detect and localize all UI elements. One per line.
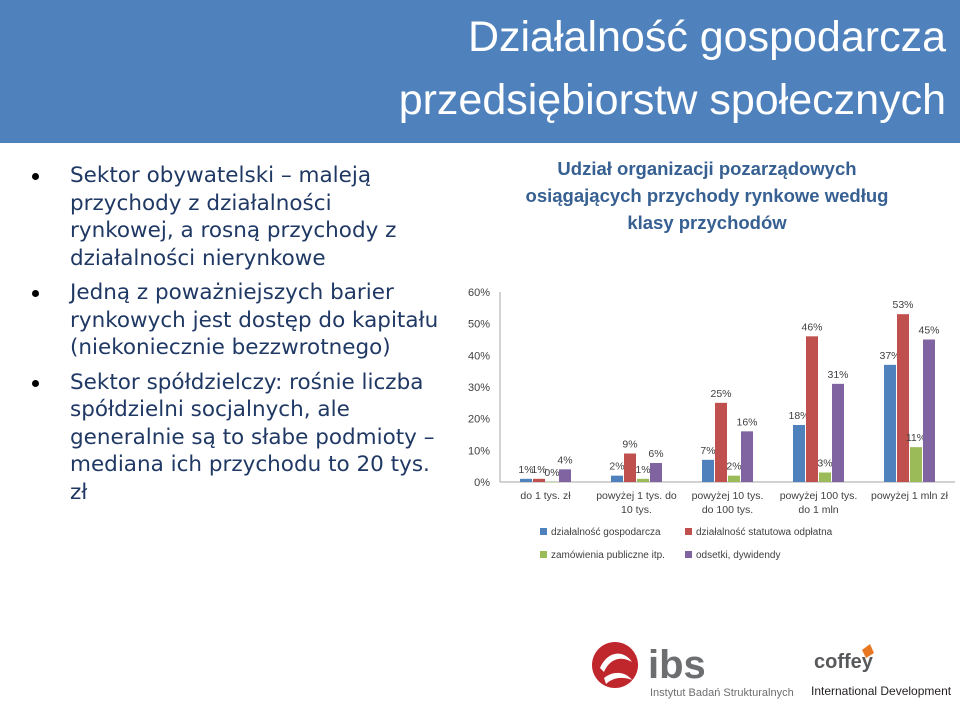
data-label: 25% xyxy=(710,388,731,400)
ibs-logo: ibs Instytut Badań Strukturalnych xyxy=(592,642,794,699)
bullet-dot-icon xyxy=(32,290,39,297)
bar xyxy=(897,314,909,482)
bar xyxy=(884,364,896,482)
x-tick-label: powyżej 1 tys. do xyxy=(596,490,677,502)
legend-swatch xyxy=(540,528,547,535)
legend-label: zamówienia publiczne itp. xyxy=(551,550,665,561)
data-label: 11% xyxy=(906,432,926,444)
bullet-dot-icon xyxy=(32,379,39,387)
x-tick-label: 10 tys. xyxy=(621,504,652,516)
y-tick-label: 50% xyxy=(468,319,490,331)
data-label: 4% xyxy=(557,454,572,466)
data-label: 3% xyxy=(817,458,832,470)
title-banner xyxy=(0,0,960,143)
coffey-logo-mark-icon xyxy=(862,644,874,658)
bar xyxy=(728,475,740,482)
bar xyxy=(819,472,831,482)
revenue-share-bar-chart: 0%10%20%30%40%50%60%1%1%0%4%do 1 tys. zł… xyxy=(468,287,955,561)
y-tick-label: 60% xyxy=(468,287,490,299)
chart-title: Udział organizacji pozarządowych osiągaj… xyxy=(478,155,936,236)
x-tick-label: powyżej 10 tys. xyxy=(692,490,764,502)
y-tick-label: 0% xyxy=(474,477,490,489)
data-label: 37% xyxy=(879,350,900,362)
data-label: 1% xyxy=(518,464,533,476)
bar xyxy=(624,453,636,482)
bullet-item: Jedną z poważniejszych barier rynkowych … xyxy=(30,279,440,362)
data-label: 2% xyxy=(609,461,624,473)
data-label: 46% xyxy=(801,321,822,333)
logos-area: ibs Instytut Badań Strukturalnych coffey… xyxy=(592,642,952,699)
data-label: 9% xyxy=(622,439,637,451)
bullet-list: Sektor obywatelski – maleją przychody z … xyxy=(30,162,440,513)
bar xyxy=(559,469,571,482)
bar xyxy=(611,475,623,482)
data-label: 31% xyxy=(827,369,848,381)
legend-swatch xyxy=(685,551,692,558)
legend-label: działalność gospodarcza xyxy=(551,527,661,538)
data-label: 53% xyxy=(892,299,913,311)
bullet-text: Sektor obywatelski – maleją przychody z … xyxy=(70,163,397,271)
x-tick-label: do 100 tys. xyxy=(702,504,753,516)
coffey-logo-wordmark: coffey xyxy=(814,651,874,673)
bullet-text: Sektor spółdzielczy: rośnie liczba spółd… xyxy=(70,369,435,505)
bar xyxy=(832,383,844,482)
x-tick-label: do 1 mln xyxy=(798,504,838,516)
bar xyxy=(702,459,714,482)
chart-title-line1: Udział organizacji pozarządowych xyxy=(557,158,857,179)
bar xyxy=(793,425,805,482)
data-label: 2% xyxy=(726,461,741,473)
data-label: 18% xyxy=(788,410,809,422)
data-label: 6% xyxy=(648,448,663,460)
ibs-logo-caption: Instytut Badań Strukturalnych xyxy=(650,687,794,699)
y-tick-label: 30% xyxy=(468,382,490,394)
data-label: 16% xyxy=(736,416,757,428)
bullet-item: Sektor spółdzielczy: rośnie liczba spółd… xyxy=(30,369,440,507)
y-tick-label: 40% xyxy=(468,350,490,362)
ibs-logo-swoosh-icon xyxy=(604,672,632,684)
x-tick-label: powyżej 100 tys. xyxy=(780,490,858,502)
bar xyxy=(520,478,532,482)
bar xyxy=(910,447,922,482)
bar xyxy=(715,402,727,482)
bar xyxy=(806,336,818,482)
y-tick-label: 10% xyxy=(468,445,490,457)
bar xyxy=(923,339,935,482)
y-tick-label: 20% xyxy=(468,414,490,426)
chart-title-line2: osiągających przychody rynkowe według xyxy=(525,185,889,206)
data-label: 7% xyxy=(700,445,715,457)
bar xyxy=(533,478,545,482)
bullet-item: Sektor obywatelski – maleją przychody z … xyxy=(30,162,440,272)
slide-title-line2: przedsiębiorstw społecznych xyxy=(398,76,946,124)
bar xyxy=(650,463,662,482)
data-label: 1% xyxy=(635,464,650,476)
legend-swatch xyxy=(540,551,547,558)
bar xyxy=(546,482,558,483)
x-tick-label: do 1 tys. zł xyxy=(520,490,571,502)
bar xyxy=(637,478,649,482)
ibs-logo-mark-icon xyxy=(592,642,638,688)
chart-title-line3: klasy przychodów xyxy=(627,212,787,233)
bullet-text: Jedną z poważniejszych barier rynkowych … xyxy=(70,280,439,360)
legend-label: odsetki, dywidendy xyxy=(696,550,781,561)
legend-swatch xyxy=(685,528,692,535)
legend-label: działalność statutowa odpłatna xyxy=(696,527,833,538)
ibs-logo-swoosh-icon xyxy=(600,653,632,672)
data-label: 0% xyxy=(544,467,559,479)
bar xyxy=(741,431,753,482)
bullet-dot-icon xyxy=(32,173,39,180)
slide-title: Działalność gospodarcza przedsiębiorstw … xyxy=(399,6,946,132)
slide-title-line1: Działalność gospodarcza xyxy=(467,13,946,61)
coffey-logo: coffey International Development xyxy=(811,644,952,698)
x-tick-label: powyżej 1 mln zł xyxy=(871,490,949,502)
data-label: 1% xyxy=(531,464,546,476)
data-label: 45% xyxy=(918,325,939,337)
coffey-logo-caption: International Development xyxy=(811,684,952,698)
ibs-logo-wordmark: ibs xyxy=(648,643,706,687)
